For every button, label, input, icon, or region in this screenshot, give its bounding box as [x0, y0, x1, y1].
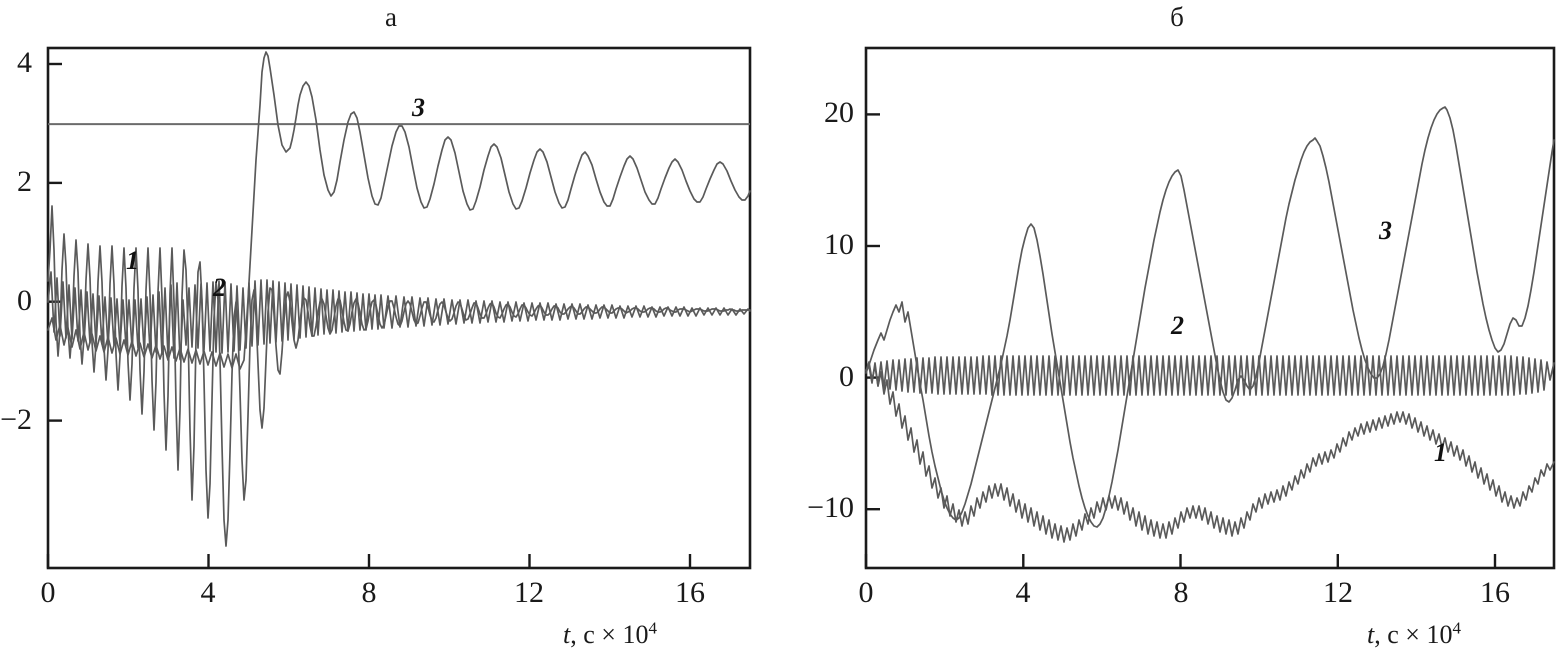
- panel-b-ytick-0: 0: [839, 360, 854, 393]
- panel-a-curve-label-1: 1: [126, 246, 139, 275]
- panel-a-x-caption-unit: , с × 10: [570, 620, 649, 649]
- panel-a-x-caption-variable: t: [563, 620, 571, 649]
- panel-b-ytick-20: 20: [824, 96, 854, 129]
- panel-b: б: [784, 0, 1568, 660]
- panel-b-title: б: [1170, 2, 1184, 32]
- panel-a-xtick-4: 4: [200, 576, 216, 609]
- panel-b-ytick-10: 10: [824, 228, 854, 261]
- panel-b-plot: [864, 46, 1556, 570]
- panel-b-x-axis-caption: t, с × 104: [1367, 618, 1461, 650]
- panel-b-curve-2: [865, 355, 1555, 396]
- panel-b-x-ticks: [864, 554, 1497, 568]
- panel-a-xtick-16: 16: [675, 576, 705, 609]
- panel-b-curve-3: [865, 106, 1555, 528]
- panel-a-xtick-0: 0: [40, 576, 56, 609]
- panel-a-x-axis-caption: t, с × 104: [563, 618, 657, 650]
- panel-a-curve-1: [47, 205, 751, 547]
- panel-a-ytick-0: 0: [17, 284, 32, 317]
- panel-b-x-caption-unit: , с × 10: [1374, 620, 1453, 649]
- panel-a-ytick-neg2: −2: [0, 403, 32, 436]
- panel-b-x-caption-variable: t: [1367, 620, 1375, 649]
- panel-a-xtick-12: 12: [514, 576, 544, 609]
- panel-b-curve-label-3: 3: [1379, 216, 1392, 245]
- panel-a-x-caption-exponent: 4: [648, 618, 657, 638]
- panel-a-curve-label-3: 3: [412, 93, 425, 122]
- panel-b-xtick-16: 16: [1480, 576, 1510, 609]
- panel-a-curve-label-2: 2: [213, 273, 226, 302]
- panel-b-curve-1: [865, 361, 1555, 543]
- panel-a: а: [0, 2, 752, 650]
- panel-a-title: а: [385, 2, 397, 32]
- panel-a-ytick-2: 2: [17, 165, 32, 198]
- panel-b-xtick-8: 8: [1173, 576, 1189, 609]
- panel-b-curve-label-2: 2: [1171, 311, 1184, 340]
- panel-b-ytick-neg10: −10: [807, 491, 854, 524]
- panel-b-x-caption-exponent: 4: [1452, 618, 1461, 638]
- panel-a-ytick-4: 4: [17, 46, 32, 79]
- panel-a-plot: [46, 46, 752, 570]
- panel-b-axes-frame: [864, 46, 1556, 570]
- panel-a-xtick-8: 8: [361, 576, 377, 609]
- panel-b-curve-label-1: 1: [1434, 438, 1447, 467]
- panel-b-xtick-4: 4: [1015, 576, 1031, 609]
- panel-a-x-ticks: [46, 554, 692, 568]
- panel-b-xtick-12: 12: [1323, 576, 1353, 609]
- panel-b-xtick-0: 0: [858, 576, 874, 609]
- panel-b-y-ticks: [866, 113, 880, 511]
